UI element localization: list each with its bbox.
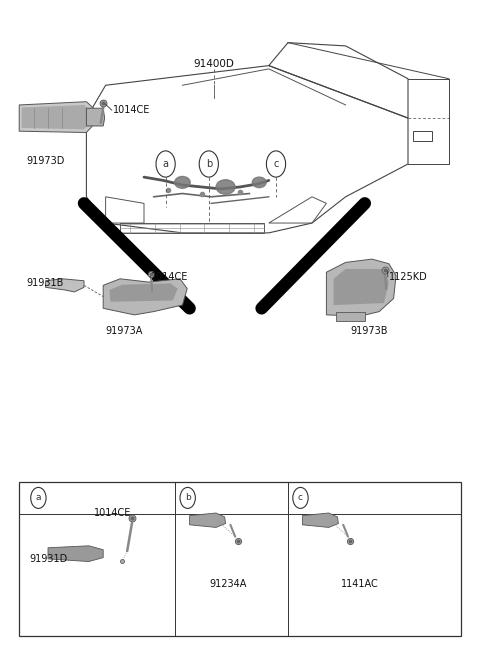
Text: 1141AC: 1141AC — [341, 579, 379, 589]
Text: 91931B: 91931B — [26, 278, 64, 289]
Polygon shape — [46, 279, 84, 292]
Polygon shape — [302, 513, 338, 527]
Ellipse shape — [175, 176, 190, 188]
Polygon shape — [19, 102, 94, 133]
Polygon shape — [334, 269, 389, 305]
Text: c: c — [273, 159, 279, 169]
Polygon shape — [48, 546, 103, 562]
Text: 91234A: 91234A — [209, 579, 247, 589]
Text: 91973B: 91973B — [350, 325, 388, 336]
Ellipse shape — [252, 177, 266, 188]
Text: 1014CE: 1014CE — [113, 105, 150, 115]
Text: a: a — [36, 493, 41, 502]
Text: b: b — [205, 159, 212, 169]
Polygon shape — [86, 108, 105, 126]
Polygon shape — [326, 259, 396, 316]
Text: 1125KD: 1125KD — [389, 272, 428, 282]
Text: 91400D: 91400D — [193, 59, 234, 69]
Text: a: a — [163, 159, 168, 169]
Text: 1014CE: 1014CE — [151, 272, 189, 282]
Ellipse shape — [216, 180, 235, 194]
Polygon shape — [109, 283, 178, 302]
Polygon shape — [336, 312, 365, 321]
Text: 91973A: 91973A — [106, 325, 143, 336]
Polygon shape — [103, 279, 187, 315]
Polygon shape — [22, 105, 90, 129]
Text: 91973D: 91973D — [26, 155, 65, 166]
Polygon shape — [190, 513, 226, 527]
Text: c: c — [298, 493, 303, 502]
Text: b: b — [185, 493, 191, 502]
Text: 1014CE: 1014CE — [94, 508, 131, 518]
Text: 91931D: 91931D — [30, 554, 68, 564]
